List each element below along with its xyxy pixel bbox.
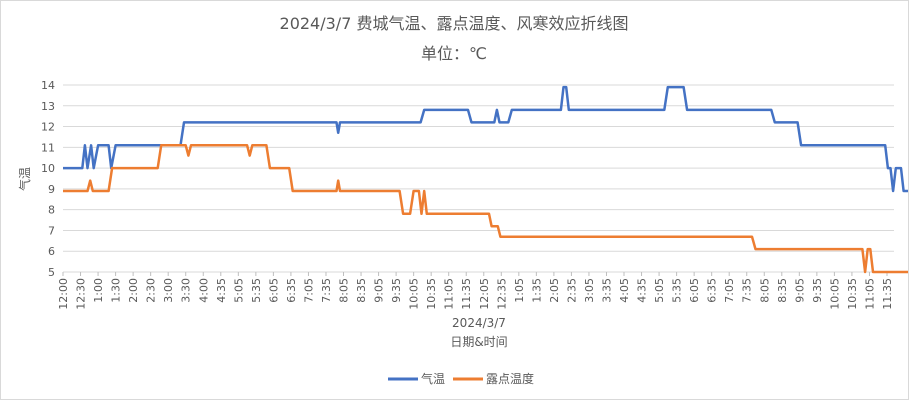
x-tick-label: 9:35 <box>811 278 824 303</box>
x-tick-label: 4:05 <box>618 278 631 303</box>
x-tick-label: 1:30 <box>110 278 123 303</box>
y-axis-label: 气温 <box>17 167 32 191</box>
legend-label: 气温 <box>421 371 445 386</box>
x-tick-label: 10:35 <box>425 278 438 310</box>
x-tick-label: 6:05 <box>267 278 280 303</box>
x-tick-label: 11:35 <box>460 278 473 310</box>
x-tick-label: 12:35 <box>495 278 508 310</box>
x-tick-label: 12:30 <box>75 278 88 310</box>
y-tick-label: 8 <box>48 204 55 217</box>
x-tick-label: 7:35 <box>741 278 754 303</box>
x-tick-label: 6:05 <box>688 278 701 303</box>
x-tick-label: 10:05 <box>828 278 841 310</box>
x-tick-label: 4:35 <box>215 278 228 303</box>
x-tick-label: 2:35 <box>565 278 578 303</box>
x-tick-label: 9:05 <box>373 278 386 303</box>
x-tick-label: 1:00 <box>92 278 105 303</box>
x-tick-label: 10:35 <box>846 278 859 310</box>
x-tick-label: 11:35 <box>881 278 894 310</box>
x-tick-label: 6:35 <box>285 278 298 303</box>
x-tick-label: 7:05 <box>302 278 315 303</box>
x-tick-label: 9:05 <box>793 278 806 303</box>
chart-title: 2024/3/7 费城气温、露点温度、风寒效应折线图 <box>280 14 629 33</box>
x-tick-label: 3:35 <box>600 278 613 303</box>
x-tick-label: 12:00 <box>57 278 70 310</box>
x-tick-label: 12:05 <box>478 278 491 310</box>
gridlines <box>63 84 894 273</box>
legend-label: 露点温度 <box>486 371 534 386</box>
y-tick-label: 11 <box>41 141 55 154</box>
chart-subtitle: 单位：℃ <box>421 44 487 63</box>
x-tick-label: 5:35 <box>671 278 684 303</box>
x-tick-label: 8:05 <box>338 278 351 303</box>
y-tick-label: 12 <box>41 121 55 134</box>
x-tick-label: 10:05 <box>408 278 421 310</box>
x-tick-label: 4:35 <box>636 278 649 303</box>
x-tick-label: 11:05 <box>863 278 876 310</box>
x-tick-label: 2:30 <box>145 278 158 303</box>
x-tick-label: 8:05 <box>758 278 771 303</box>
x-tick-label: 5:05 <box>232 278 245 303</box>
x-tick-label: 7:05 <box>723 278 736 303</box>
x-tick-label: 3:05 <box>583 278 596 303</box>
x-axis-ticks: 12:00 12:30 1:00 1:30 2:00 2:30 3:00 3:30 4:00 4:… <box>57 272 894 310</box>
x-tick-label: 8:35 <box>776 278 789 303</box>
series-line-1 <box>63 144 908 274</box>
x-tick-label: 6:35 <box>706 278 719 303</box>
x-tick-label: 11:05 <box>443 278 456 310</box>
y-tick-label: 5 <box>48 266 55 279</box>
series-line-0 <box>63 85 908 193</box>
x-tick-label: 3:00 <box>162 278 175 303</box>
y-axis-ticks: 5 6 7 8 9 10 11 12 13 14 <box>41 79 55 279</box>
x-tick-label: 8:35 <box>355 278 368 303</box>
y-tick-label: 14 <box>41 79 55 92</box>
x-tick-label: 4:00 <box>197 278 210 303</box>
y-tick-label: 13 <box>41 100 55 113</box>
x-tick-label: 3:30 <box>180 278 193 303</box>
series-lines <box>63 85 908 274</box>
x-tick-label: 5:05 <box>653 278 666 303</box>
x-tick-label: 1:05 <box>513 278 526 303</box>
x-tick-label: 2:00 <box>127 278 140 303</box>
x-tick-label: 7:35 <box>320 278 333 303</box>
y-tick-label: 7 <box>48 224 55 237</box>
x-tick-label: 1:35 <box>530 278 543 303</box>
x-tick-label: 2:05 <box>548 278 561 303</box>
y-tick-label: 6 <box>48 245 55 258</box>
x-axis-label: 日期&时间 <box>450 335 507 349</box>
y-tick-label: 9 <box>48 183 55 196</box>
x-tick-label: 5:35 <box>250 278 263 303</box>
y-tick-label: 10 <box>41 162 55 175</box>
x-axis-date-label: 2024/3/7 <box>452 316 506 330</box>
legend: 气温 露点温度 <box>388 371 534 386</box>
x-tick-label: 9:35 <box>390 278 403 303</box>
